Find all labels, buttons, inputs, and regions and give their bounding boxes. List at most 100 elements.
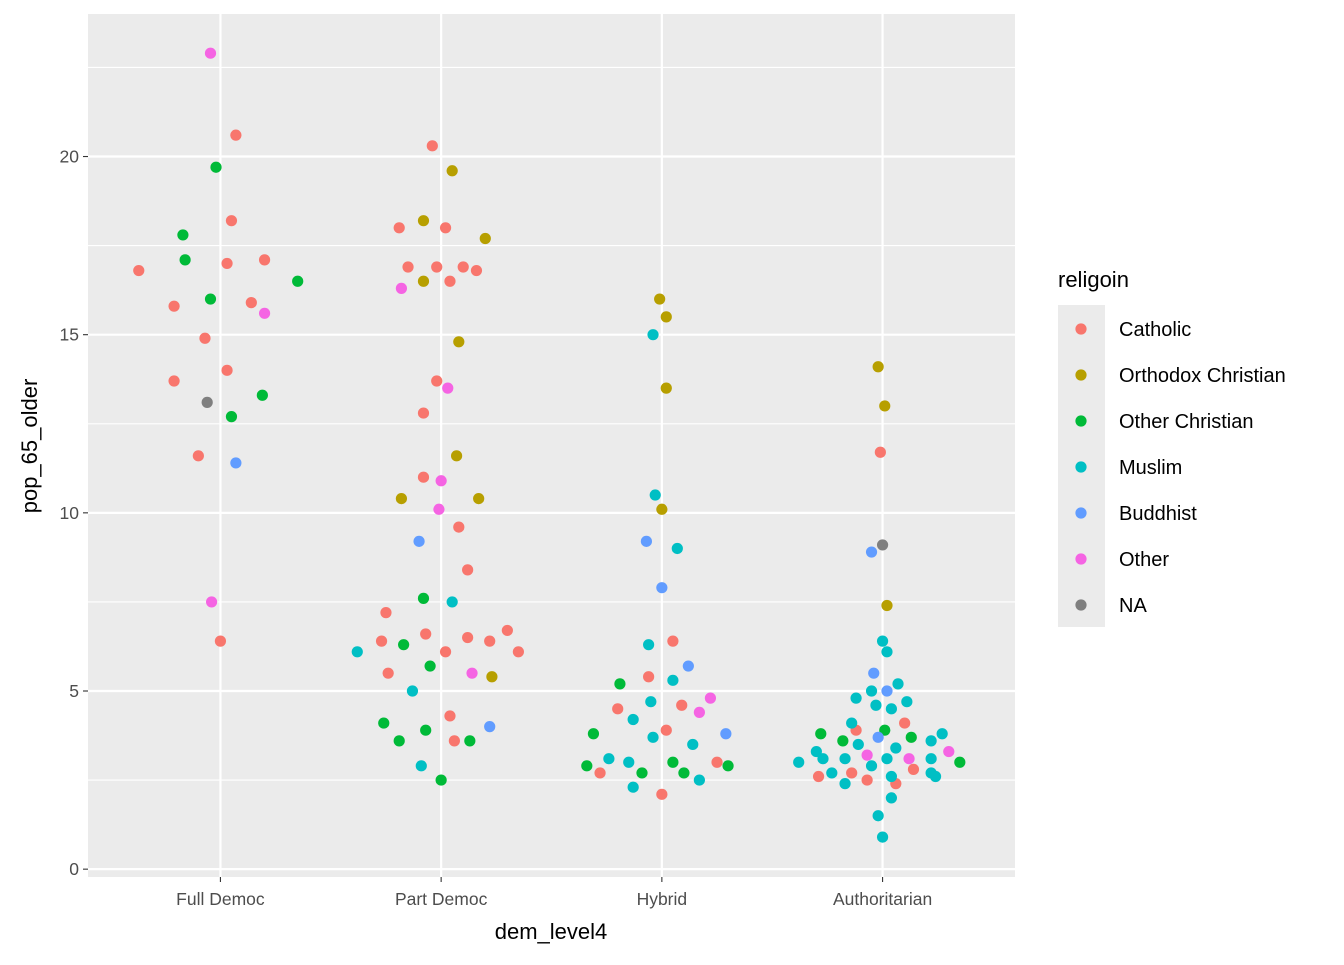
point-muslim <box>925 753 937 765</box>
point-orthodox-christian <box>879 400 891 412</box>
point-other <box>693 706 705 718</box>
axes: 0 5 10 15 20 Full Democ Part Democ Hybrid Author… <box>60 147 933 909</box>
point-muslim <box>901 696 913 708</box>
point-orthodox-christian <box>446 165 458 177</box>
point-muslim <box>870 699 882 711</box>
point-muslim <box>876 635 889 647</box>
point-catholic <box>667 635 679 647</box>
point-other <box>442 382 454 394</box>
point-catholic <box>457 261 469 273</box>
point-muslim <box>647 731 659 743</box>
point-orthodox-christian <box>450 450 463 462</box>
point-catholic <box>221 364 233 376</box>
point-buddhist <box>413 535 425 547</box>
point-other-christian <box>954 756 966 768</box>
point-catholic <box>168 300 180 312</box>
legend-key-na <box>1075 599 1087 611</box>
point-other <box>903 753 915 765</box>
point-other-christian <box>722 760 734 772</box>
point-muslim <box>627 713 639 726</box>
point-catholic <box>380 607 392 619</box>
point-other-christian <box>905 731 917 743</box>
legend-key-orthodox-christian <box>1075 369 1087 381</box>
point-other-christian <box>210 161 222 173</box>
point-catholic <box>192 450 204 462</box>
x-axis-title: dem_level4 <box>495 919 608 944</box>
y-tick-label: 10 <box>60 503 80 523</box>
point-catholic <box>439 646 452 658</box>
point-catholic <box>812 770 825 783</box>
point-catholic <box>462 564 474 576</box>
point-catholic <box>431 375 443 387</box>
point-catholic <box>375 635 388 647</box>
point-other-christian <box>292 275 304 287</box>
point-muslim <box>627 781 639 793</box>
point-muslim <box>881 753 893 765</box>
panel-background <box>88 14 1015 877</box>
point-other-christian <box>256 389 268 401</box>
point-catholic <box>612 703 624 715</box>
point-other-christian <box>636 767 648 779</box>
point-other <box>704 692 717 704</box>
point-catholic <box>656 788 668 800</box>
point-other <box>433 503 445 515</box>
point-catholic <box>225 215 238 227</box>
point-other-christian <box>678 767 690 779</box>
point-catholic <box>199 332 211 344</box>
point-catholic <box>453 521 465 533</box>
point-orthodox-christian <box>395 492 408 505</box>
point-muslim <box>406 685 419 697</box>
point-buddhist <box>872 731 884 743</box>
point-catholic <box>907 763 920 775</box>
point-catholic <box>417 407 430 419</box>
point-other <box>435 475 447 487</box>
point-other-christian <box>177 229 189 241</box>
point-orthodox-christian <box>417 275 430 287</box>
legend-key-catholic <box>1075 323 1087 335</box>
point-orthodox-christian <box>654 293 666 305</box>
point-orthodox-christian <box>453 336 465 348</box>
point-catholic <box>230 129 242 141</box>
point-muslim <box>415 760 427 772</box>
point-other-christian <box>398 639 410 651</box>
point-catholic <box>846 767 858 779</box>
point-buddhist <box>865 546 878 558</box>
point-muslim <box>623 756 635 768</box>
point-muslim <box>603 753 615 765</box>
x-tick-label: Part Democ <box>395 889 488 909</box>
point-muslim <box>687 738 699 751</box>
point-catholic <box>133 264 145 277</box>
point-buddhist <box>484 721 496 733</box>
point-muslim <box>351 646 363 658</box>
legend: religoin Catholic Orthodox Christian Other… <box>1058 267 1286 627</box>
legend-label: Other <box>1119 549 1169 571</box>
y-tick-label: 0 <box>69 859 79 879</box>
point-buddhist <box>881 685 893 697</box>
point-muslim <box>925 735 937 747</box>
point-buddhist <box>682 660 694 672</box>
point-other-christian <box>837 735 849 747</box>
legend-label: Muslim <box>1119 457 1182 479</box>
point-muslim <box>881 646 893 658</box>
point-muslim <box>839 753 851 765</box>
point-other-christian <box>815 728 827 740</box>
point-other-christian <box>667 756 679 768</box>
point-other-christian <box>417 592 430 604</box>
point-other-christian <box>420 724 432 736</box>
point-muslim <box>839 778 851 790</box>
point-muslim <box>817 753 829 765</box>
point-catholic <box>245 297 257 309</box>
point-other <box>861 749 873 761</box>
point-orthodox-christian <box>479 232 491 245</box>
point-catholic <box>899 717 911 729</box>
x-tick-label: Full Democ <box>176 889 265 909</box>
point-buddhist <box>640 535 653 547</box>
point-catholic <box>501 624 513 637</box>
point-muslim <box>671 542 683 555</box>
point-muslim <box>865 685 878 697</box>
point-catholic <box>417 471 430 483</box>
point-catholic <box>470 264 483 277</box>
point-muslim <box>667 674 679 686</box>
point-buddhist <box>656 582 668 594</box>
